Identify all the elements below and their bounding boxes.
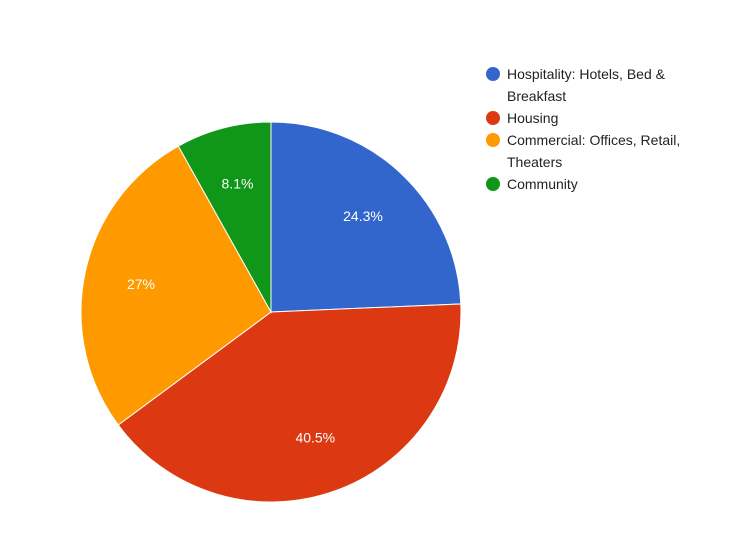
legend-marker-housing bbox=[486, 111, 500, 125]
pie-slice-commercial[interactable] bbox=[80, 145, 272, 426]
slice-label-housing: 40.5% bbox=[295, 429, 335, 445]
pie-slice-labels: 24.3% 40.5% 27% 8.1% bbox=[127, 175, 383, 445]
slice-label-community: 8.1% bbox=[222, 175, 254, 191]
legend-item-hospitality[interactable]: Hospitality: Hotels, Bed & Breakfast bbox=[486, 66, 666, 104]
pie-slice-hospitality[interactable] bbox=[270, 121, 462, 313]
legend-item-housing[interactable]: Housing bbox=[486, 110, 558, 126]
legend-marker-hospitality bbox=[486, 67, 500, 81]
slice-label-commercial: 27% bbox=[127, 276, 155, 292]
slice-label-hospitality: 24.3% bbox=[343, 208, 383, 224]
pie-slice-community[interactable] bbox=[177, 121, 272, 314]
legend-item-commercial[interactable]: Commercial: Offices, Retail, Theaters bbox=[486, 132, 680, 170]
legend-marker-community bbox=[486, 177, 500, 191]
legend-item-community[interactable]: Community bbox=[486, 176, 578, 192]
legend-label-hospitality: Hospitality: Hotels, Bed & Breakfast bbox=[507, 66, 666, 104]
legend-label-community: Community bbox=[507, 176, 578, 192]
pie-slice-housing[interactable] bbox=[117, 303, 462, 503]
legend-marker-commercial bbox=[486, 133, 500, 147]
legend: Hospitality: Hotels, Bed & Breakfast Housi… bbox=[486, 66, 680, 192]
pie-slices bbox=[80, 121, 462, 503]
legend-label-commercial: Commercial: Offices, Retail, Theaters bbox=[507, 132, 680, 170]
legend-label-housing: Housing bbox=[507, 110, 558, 126]
